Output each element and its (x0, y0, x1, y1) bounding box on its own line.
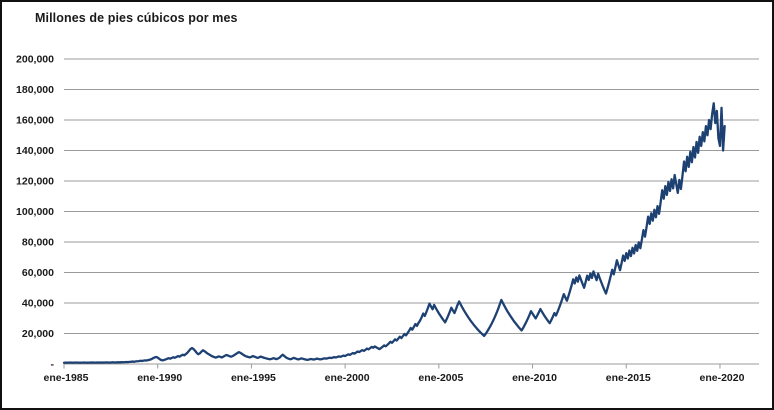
x-tick-label: ene-2005 (418, 372, 463, 384)
x-tick-label: ene-1995 (231, 372, 276, 384)
y-tick-label: 60,000 (22, 267, 54, 279)
x-tick-label: ene-2020 (699, 372, 744, 384)
y-tick-label: 140,000 (16, 145, 54, 157)
x-tick-label: ene-2015 (606, 372, 651, 384)
y-tick-label: 200,000 (16, 54, 54, 66)
y-tick-label: 80,000 (22, 237, 54, 249)
data-line (62, 102, 726, 364)
x-tick-label: ene-1990 (137, 372, 182, 384)
x-tick-label: ene-1985 (44, 372, 89, 384)
y-tick-label: 120,000 (16, 176, 54, 188)
y-tick-label: 20,000 (22, 328, 54, 340)
x-tick-label: ene-2000 (325, 372, 370, 384)
chart-title: Millones de pies cúbicos por mes (35, 11, 238, 25)
y-tick-label: - (51, 359, 55, 371)
y-tick-label: 160,000 (16, 115, 54, 127)
y-tick-label: 180,000 (16, 84, 54, 96)
x-tick-label: ene-2010 (512, 372, 557, 384)
y-tick-label: 100,000 (16, 206, 54, 218)
y-tick-label: 40,000 (22, 298, 54, 310)
